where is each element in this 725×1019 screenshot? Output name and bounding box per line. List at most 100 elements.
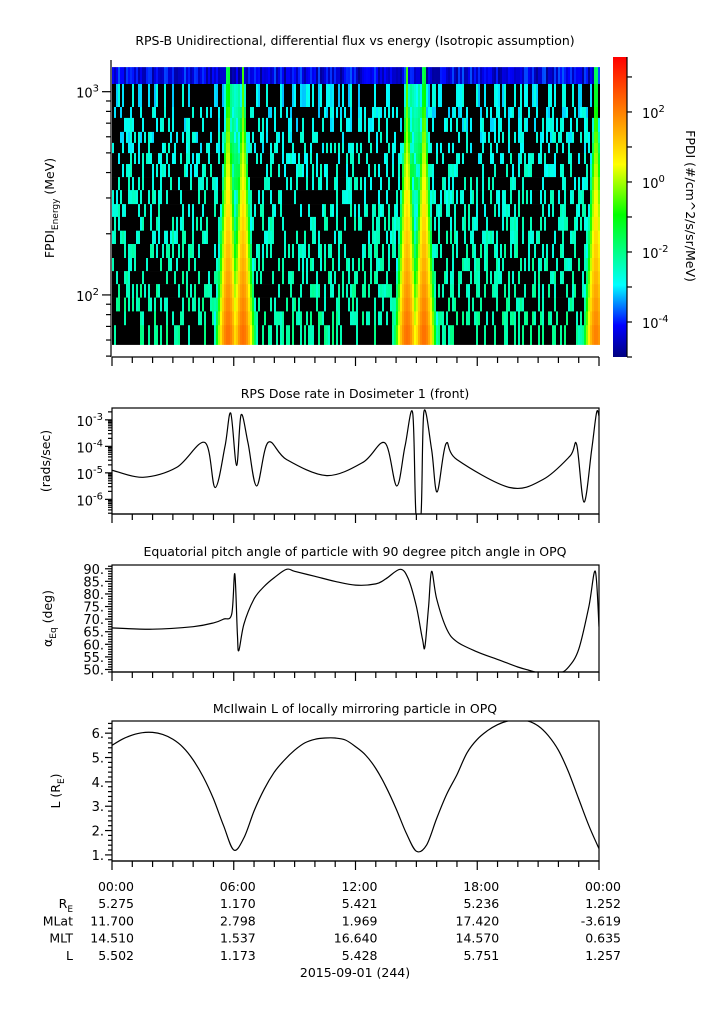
spectrogram-cell <box>368 204 370 218</box>
spectrogram-cell <box>584 258 586 272</box>
spectrogram-cell <box>532 67 534 85</box>
spectrogram-cell <box>464 117 466 133</box>
spectrogram-cell <box>314 284 316 298</box>
spectrogram-cell <box>586 107 588 119</box>
spectrogram-cell <box>508 297 510 312</box>
spectrogram-cell <box>186 216 188 231</box>
spectrogram-cell <box>540 153 542 165</box>
spectrogram-cell <box>220 117 222 133</box>
spectrogram-cell <box>570 131 572 144</box>
spectrogram-cell <box>544 117 546 133</box>
spectrogram-cell <box>404 131 406 144</box>
spectrogram-cell <box>326 164 328 178</box>
spectrogram-cell <box>420 117 422 133</box>
spectrogram-cell <box>454 244 456 259</box>
spectrogram-cell <box>414 244 416 259</box>
spectrogram-cell <box>390 107 392 119</box>
spectrogram-cell <box>258 311 260 326</box>
spectrogram-cell <box>292 325 294 345</box>
spectrogram-cell <box>442 67 444 85</box>
spectrogram-cell <box>582 164 584 178</box>
spectrogram-cell <box>320 311 322 326</box>
spectrogram-cell <box>222 153 224 165</box>
spectrogram-cell <box>296 325 298 345</box>
spectrogram-cell <box>556 142 558 154</box>
spectrogram-cell <box>326 117 328 133</box>
spectrogram-cell <box>256 67 258 85</box>
spectrogram-cell <box>456 297 458 312</box>
spectrogram-cell <box>470 297 472 312</box>
spectrogram-cell <box>418 117 420 133</box>
spectrogram-cell <box>262 271 264 285</box>
spectrogram-cell <box>248 153 250 165</box>
spectrogram-cell <box>198 153 200 165</box>
spectrogram-cell <box>222 204 224 218</box>
spectrogram-cell <box>112 153 114 165</box>
spectrogram-cell <box>132 204 134 218</box>
spectrogram-cell <box>486 177 488 191</box>
spectrogram-cell <box>580 230 582 245</box>
spectrogram-cell <box>248 258 250 272</box>
spectrogram-cell <box>366 297 368 312</box>
spectrogram-cell <box>316 284 318 298</box>
spectrogram-cell <box>402 190 404 205</box>
spectrogram-cell <box>416 258 418 272</box>
spectrogram-cell <box>224 177 226 191</box>
spectrogram-cell <box>358 244 360 259</box>
spectrogram-cell <box>428 107 430 119</box>
spectrogram-cell <box>374 84 376 108</box>
spectrogram-cell <box>458 297 460 312</box>
spectrogram-cell <box>186 67 188 85</box>
spectrogram-cell <box>492 284 494 298</box>
spectrogram-cell <box>328 190 330 205</box>
spectrogram-cell <box>598 325 600 345</box>
spectrogram-cell <box>522 271 524 285</box>
spectrogram-cell <box>548 142 550 154</box>
spectrogram-cell <box>420 258 422 272</box>
spectrogram-cell <box>248 284 250 298</box>
spectrogram-cell <box>494 311 496 326</box>
spectrogram-cell <box>192 311 194 326</box>
spectrogram-cell <box>160 271 162 285</box>
spectrogram-cell <box>354 284 356 298</box>
spectrogram-cell <box>484 117 486 133</box>
spectrogram-cell <box>394 244 396 259</box>
spectrogram-cell <box>262 244 264 259</box>
spectrogram-cell <box>132 153 134 165</box>
spectrogram-cell <box>318 311 320 326</box>
spectrogram-cell <box>500 230 502 245</box>
spectrogram-cell <box>244 153 246 165</box>
spectrogram-cell <box>336 117 338 133</box>
spectrogram-cell <box>240 216 242 231</box>
spectrogram-cell <box>564 131 566 144</box>
spectrogram-cell <box>216 284 218 298</box>
spectrogram-cell <box>252 284 254 298</box>
spectrogram-cell <box>434 131 436 144</box>
spectrogram-cell <box>202 311 204 326</box>
spectrogram-cell <box>312 67 314 85</box>
spectrogram-cell <box>326 244 328 259</box>
spectrogram-cell <box>144 297 146 312</box>
spectrogram-cell <box>346 325 348 345</box>
spectrogram-cell <box>354 325 356 345</box>
spectrogram-cell <box>512 153 514 165</box>
spectrogram-cell <box>542 325 544 345</box>
spectrogram-cell <box>486 216 488 231</box>
spectrogram-cell <box>408 107 410 119</box>
spectrogram-cell <box>118 297 120 312</box>
spectrogram-cell <box>390 117 392 133</box>
spectrogram-cell <box>510 117 512 133</box>
spectrogram-cell <box>574 84 576 108</box>
spectrogram-cell <box>310 131 312 144</box>
spectrogram-cell <box>186 244 188 259</box>
spectrogram-cell <box>144 244 146 259</box>
spectrogram-cell <box>278 164 280 178</box>
spectrogram-cell <box>546 107 548 119</box>
spectrogram-cell <box>282 67 284 85</box>
spectrogram-cell <box>578 244 580 259</box>
spectrogram-cell <box>428 177 430 191</box>
spectrogram-cell <box>160 216 162 231</box>
spectrogram-cell <box>344 297 346 312</box>
spectrogram-cell <box>224 230 226 245</box>
spectrogram-cell <box>328 325 330 345</box>
